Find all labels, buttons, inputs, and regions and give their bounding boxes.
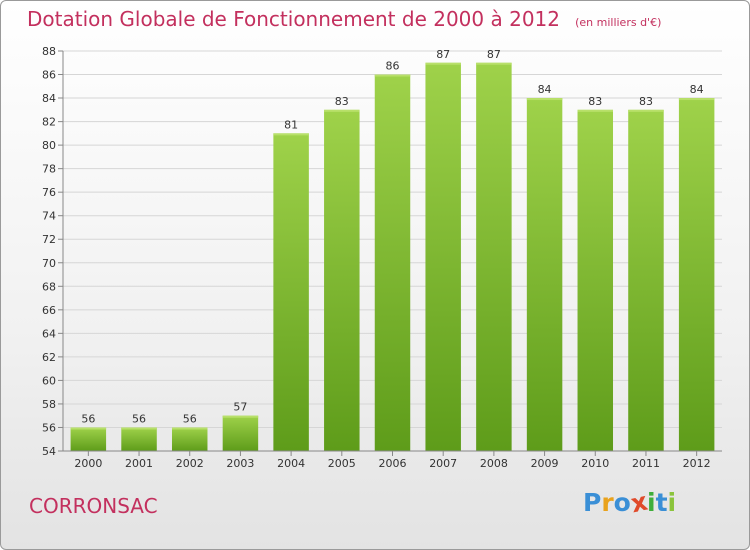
data-label: 56 <box>183 412 197 425</box>
y-tick-label: 78 <box>42 163 56 176</box>
bar-top-edge <box>171 427 208 430</box>
y-tick-label: 72 <box>42 233 56 246</box>
y-tick-label: 74 <box>42 210 56 223</box>
data-label: 57 <box>233 401 247 414</box>
y-tick-label: 86 <box>42 69 56 82</box>
data-label: 56 <box>132 412 146 425</box>
data-label: 87 <box>487 48 501 61</box>
data-label: 83 <box>639 95 653 108</box>
x-tick-label: 2004 <box>277 457 305 470</box>
x-tick-label: 2008 <box>480 457 508 470</box>
bar <box>374 74 411 451</box>
y-tick-label: 68 <box>42 280 56 293</box>
x-tick-label: 2011 <box>632 457 660 470</box>
y-tick-label: 70 <box>42 257 56 270</box>
data-label: 84 <box>538 83 552 96</box>
data-label: 83 <box>588 95 602 108</box>
axis-layer: 54 56 58 60 62 64 66 68 70 72 74 76 78 80 82 84 86 88 2000… <box>42 45 722 470</box>
data-label: 83 <box>335 95 349 108</box>
y-tick-label: 58 <box>42 398 56 411</box>
bar <box>577 109 614 451</box>
y-tick-label: 82 <box>42 116 56 129</box>
bar <box>324 109 360 451</box>
x-tick-label: 2003 <box>226 457 254 470</box>
data-label: 81 <box>284 118 298 131</box>
x-tick-label: 2010 <box>581 457 609 470</box>
bar-top-edge <box>222 415 259 418</box>
bar <box>273 133 309 451</box>
proxiti-logo: Proxiti <box>583 487 693 522</box>
y-tick-label: 80 <box>42 139 56 152</box>
bar-top-edge <box>476 62 512 65</box>
x-tick-label: 2005 <box>328 457 356 470</box>
data-label: 87 <box>436 48 450 61</box>
y-tick-label: 54 <box>42 445 56 458</box>
x-tick-label: 2000 <box>74 457 102 470</box>
data-label: 86 <box>386 60 400 73</box>
y-tick-label: 56 <box>42 421 56 434</box>
bar-top-edge <box>628 109 664 112</box>
bar <box>476 62 512 451</box>
x-tick-label: 2002 <box>176 457 204 470</box>
x-tick-label: 2009 <box>531 457 559 470</box>
x-tick-label: 2012 <box>683 457 711 470</box>
bar <box>121 427 157 451</box>
y-tick-label: 64 <box>42 327 56 340</box>
bar-top-edge <box>577 109 614 112</box>
logo-letter: o <box>613 488 631 517</box>
bar-top-edge <box>70 427 107 430</box>
data-label: 84 <box>690 83 704 96</box>
bar-top-edge <box>324 109 360 112</box>
bar <box>425 62 461 451</box>
logo-letter: i <box>647 488 656 517</box>
bar <box>222 415 259 451</box>
bar-top-edge <box>273 133 309 136</box>
bar-top-edge <box>425 62 461 65</box>
logo-letter: t <box>655 488 668 517</box>
bar <box>678 98 715 451</box>
bar <box>628 109 664 451</box>
y-tick-label: 76 <box>42 186 56 199</box>
bar <box>526 98 563 451</box>
y-tick-label: 62 <box>42 351 56 364</box>
data-label: 56 <box>81 412 95 425</box>
commune-name: CORRONSAC <box>29 494 158 518</box>
logo-letter: i <box>667 488 677 517</box>
y-tick-label: 60 <box>42 374 56 387</box>
bar-top-edge <box>121 427 157 430</box>
label-layer: 56 56 56 57 81 83 86 87 87 84 83 83 84 <box>81 48 703 426</box>
x-tick-label: 2001 <box>125 457 153 470</box>
logo-letter: r <box>601 488 614 517</box>
y-tick-label: 66 <box>42 304 56 317</box>
bar-top-edge <box>374 74 411 77</box>
bar <box>70 427 107 451</box>
title-row: Dotation Globale de Fonctionnement de 20… <box>27 7 661 31</box>
y-tick-label: 84 <box>42 92 56 105</box>
logo-letter: P <box>583 488 602 517</box>
chart-subtitle: (en milliers d'€) <box>575 16 662 29</box>
y-tick-label: 88 <box>42 45 56 58</box>
chart-title: Dotation Globale de Fonctionnement de 20… <box>27 7 560 31</box>
x-tick-label: 2007 <box>429 457 457 470</box>
bar-top-edge <box>678 98 715 101</box>
bar-layer <box>70 62 715 451</box>
bar-top-edge <box>526 98 563 101</box>
bar <box>171 427 208 451</box>
x-tick-label: 2006 <box>379 457 407 470</box>
